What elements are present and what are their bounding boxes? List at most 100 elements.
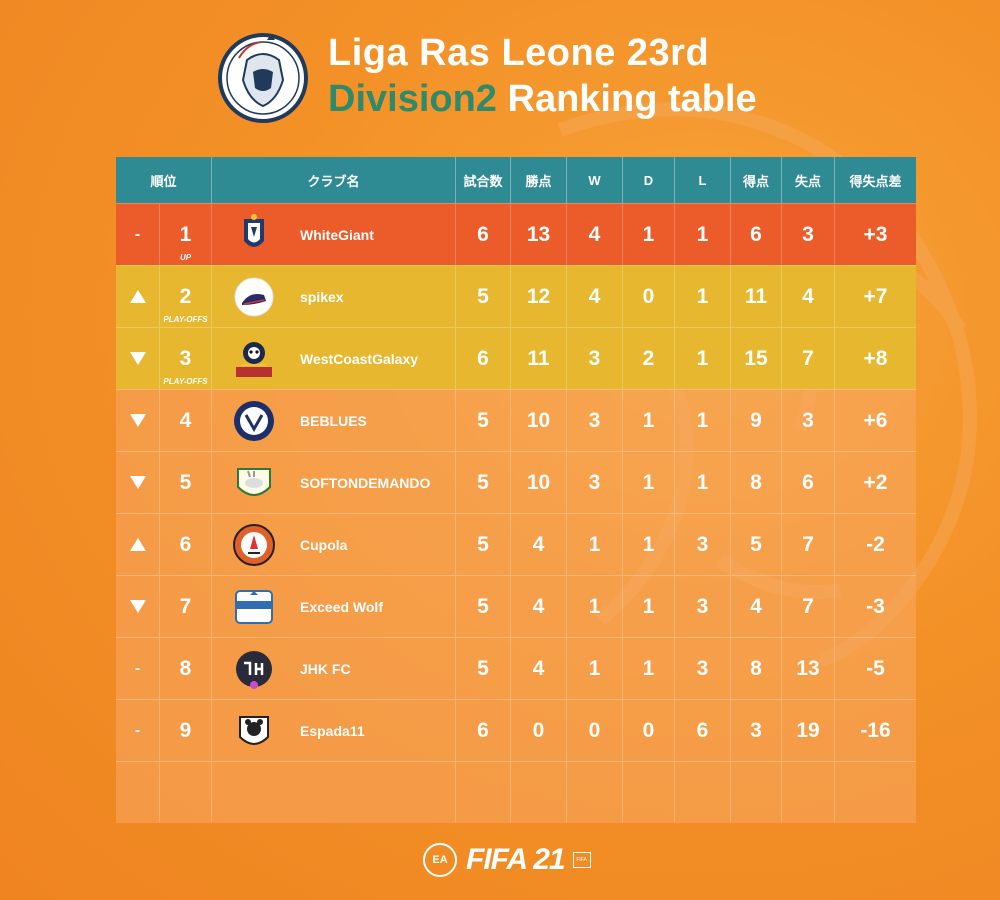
rank-cell: 6 [160, 513, 212, 575]
rank-cell: 2 PLAY-OFFS [160, 265, 212, 327]
draws-cell: 1 [623, 513, 675, 575]
empty-cell [623, 761, 675, 823]
rank-number: 7 [179, 595, 192, 618]
rank-number: 4 [179, 409, 192, 432]
draws-cell: 1 [623, 203, 675, 265]
movement-cell: - [116, 203, 160, 265]
empty-cell [456, 761, 511, 823]
losses-cell: 1 [675, 389, 731, 451]
goal-diff-cell: +7 [835, 265, 916, 327]
draws-cell: 0 [623, 265, 675, 327]
club-cell: Espada11 [212, 699, 456, 761]
goal-diff-cell: +2 [835, 451, 916, 513]
draws-cell: 1 [623, 451, 675, 513]
draws-cell: 1 [623, 637, 675, 699]
page-title-line2: Division2 Ranking table [328, 78, 757, 121]
club-name: spikex [300, 288, 344, 305]
empty-cell [782, 761, 835, 823]
table-row: 5 SOFTONDEMANDO 5 10 3 1 1 8 6 +2 [116, 451, 916, 513]
column-header-losses: L [675, 157, 731, 203]
wins-cell: 0 [567, 699, 623, 761]
rank-number: 2 [179, 285, 192, 308]
goals-for-cell: 3 [731, 699, 782, 761]
club-cell: SOFTONDEMANDO [212, 451, 456, 513]
movement-cell [116, 575, 160, 637]
club-cell: spikex [212, 265, 456, 327]
ranking-table: 順位 クラブ名 試合数 勝点 W D L 得点 失点 得失点差 - 1 UP W… [116, 157, 916, 823]
club-name: BEBLUES [300, 412, 367, 429]
draws-cell: 1 [623, 389, 675, 451]
rank-cell: 7 [160, 575, 212, 637]
table-row: - 1 UP WhiteGiant 6 13 4 1 1 6 3 +3 [116, 203, 916, 265]
spikex-crest-icon [226, 273, 282, 321]
losses-cell: 3 [675, 575, 731, 637]
goals-against-cell: 7 [782, 575, 835, 637]
club-name: WestCoastGalaxy [300, 350, 419, 367]
goals-against-cell: 3 [782, 389, 835, 451]
played-cell: 5 [456, 637, 511, 699]
wins-cell: 4 [567, 265, 623, 327]
goals-for-cell: 5 [731, 513, 782, 575]
goals-against-cell: 3 [782, 203, 835, 265]
wins-cell: 4 [567, 203, 623, 265]
goal-diff-cell: -2 [835, 513, 916, 575]
rank-cell: 3 PLAY-OFFS [160, 327, 212, 389]
points-cell: 10 [511, 389, 567, 451]
losses-cell: 3 [675, 513, 731, 575]
table-row: - 9 Espada11 6 0 0 0 6 3 19 -16 [116, 699, 916, 761]
fifa-mini-badge: FIFA [572, 852, 591, 868]
rank-cell: 1 UP [160, 203, 212, 265]
played-cell: 5 [456, 513, 511, 575]
ea-label: EA [432, 854, 447, 866]
club-cell: BEBLUES [212, 389, 456, 451]
rank-number: 5 [179, 471, 192, 494]
beblues-crest-icon [226, 397, 282, 445]
rank-cell: 8 [160, 637, 212, 699]
goals-for-cell: 4 [731, 575, 782, 637]
played-cell: 5 [456, 575, 511, 637]
rank-number: 6 [179, 533, 192, 556]
points-cell: 4 [511, 637, 567, 699]
club-name: Exceed Wolf [300, 598, 383, 615]
empty-cell [116, 761, 160, 823]
rank-number: 3 [179, 347, 192, 370]
rank-tag: PLAY-OFFS [163, 315, 208, 324]
game-title: FIFA 21 [466, 843, 566, 876]
empty-cell [675, 761, 731, 823]
rank-number: 9 [179, 719, 192, 742]
table-row-empty [116, 761, 916, 823]
column-header-goals-against: 失点 [782, 157, 835, 203]
goals-against-cell: 6 [782, 451, 835, 513]
rank-up-icon [129, 290, 146, 303]
goals-against-cell: 4 [782, 265, 835, 327]
played-cell: 5 [456, 389, 511, 451]
column-header-goals-for: 得点 [731, 157, 782, 203]
losses-cell: 1 [675, 265, 731, 327]
liga-ras-leone-logo [218, 33, 308, 123]
losses-cell: 1 [675, 327, 731, 389]
club-name: JHK FC [300, 660, 351, 677]
galaxy-skull-crest-icon [226, 335, 282, 383]
goal-diff-cell: +3 [835, 203, 916, 265]
rank-down-icon [129, 352, 146, 365]
club-cell: Exceed Wolf [212, 575, 456, 637]
wins-cell: 3 [567, 389, 623, 451]
table-row: 7 Exceed Wolf 5 4 1 1 3 4 7 -3 [116, 575, 916, 637]
rank-number: 8 [179, 657, 192, 680]
points-cell: 0 [511, 699, 567, 761]
table-row: 2 PLAY-OFFS spikex 5 12 4 0 1 11 4 +7 [116, 265, 916, 327]
wins-cell: 3 [567, 451, 623, 513]
goals-for-cell: 8 [731, 637, 782, 699]
movement-cell [116, 513, 160, 575]
division-label: Division2 [328, 78, 497, 120]
losses-cell: 1 [675, 451, 731, 513]
losses-cell: 3 [675, 637, 731, 699]
played-cell: 5 [456, 451, 511, 513]
points-cell: 12 [511, 265, 567, 327]
draws-cell: 0 [623, 699, 675, 761]
goals-for-cell: 8 [731, 451, 782, 513]
losses-cell: 1 [675, 203, 731, 265]
points-cell: 13 [511, 203, 567, 265]
club-cell: JHK FC [212, 637, 456, 699]
goals-against-cell: 13 [782, 637, 835, 699]
